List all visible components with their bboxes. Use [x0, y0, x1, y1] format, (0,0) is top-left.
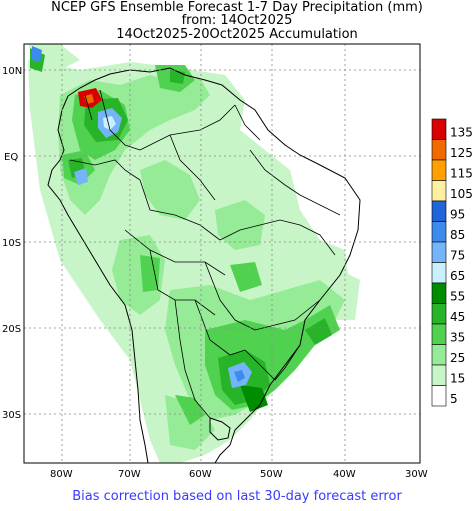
legend-label: 95	[450, 208, 465, 222]
legend-label: 75	[450, 249, 465, 263]
lat-label: 20S	[2, 324, 21, 335]
legend-swatch	[431, 200, 447, 222]
title-line-2: from: 14Oct2025	[181, 13, 293, 28]
precip-legend: 135 125 115 105 95 85 75 65 55 45 35 25 15 5	[431, 118, 473, 407]
legend-swatch	[431, 364, 447, 386]
map-plot-area	[24, 44, 420, 463]
country-borders	[69, 89, 341, 419]
legend-swatch	[431, 180, 447, 202]
legend-swatch	[431, 385, 447, 407]
legend-swatch	[431, 323, 447, 345]
legend-label: 115	[450, 167, 473, 181]
legend-swatch	[431, 303, 447, 325]
legend-label: 135	[450, 126, 473, 140]
lat-label: 10S	[2, 238, 21, 249]
lat-label: 10N	[2, 66, 22, 77]
legend-label: 105	[450, 187, 473, 201]
title-line-1: NCEP GFS Ensemble Forecast 1-7 Day Preci…	[51, 0, 423, 15]
lon-axis: 80W 70W 60W 50W 40W 30W	[50, 469, 428, 480]
legend-swatch	[431, 344, 447, 366]
legend-label: 25	[450, 351, 465, 365]
lon-label: 30W	[405, 469, 428, 480]
legend-swatch	[431, 139, 447, 161]
footer-note: Bias correction based on last 30-day for…	[72, 489, 402, 504]
lat-axis: 10N EQ 10S 20S 30S	[2, 66, 22, 421]
precip-high-areas	[32, 46, 252, 388]
legend-label: 125	[450, 146, 473, 160]
lat-label: EQ	[4, 152, 18, 163]
legend-label: 35	[450, 331, 465, 345]
legend-swatch	[431, 118, 447, 140]
legend-swatch	[431, 282, 447, 304]
legend-label: 85	[450, 228, 465, 242]
lon-label: 80W	[50, 469, 73, 480]
lon-label: 70W	[118, 469, 141, 480]
coastline	[47, 67, 361, 463]
legend-label: 45	[450, 310, 465, 324]
lat-label: 30S	[2, 410, 21, 421]
legend-swatch	[431, 241, 447, 263]
legend-swatch	[431, 262, 447, 284]
legend-swatch	[431, 159, 447, 181]
lon-label: 40W	[333, 469, 356, 480]
graticule	[24, 44, 420, 463]
legend-label: 55	[450, 290, 465, 304]
legend-label: 15	[450, 372, 465, 386]
title-line-3: 14Oct2025-20Oct2025 Accumulation	[116, 27, 358, 42]
legend-label: 65	[450, 269, 465, 283]
legend-swatch	[431, 221, 447, 243]
map-frame	[23, 43, 421, 464]
lon-label: 60W	[189, 469, 212, 480]
legend-label: 5	[450, 392, 458, 406]
lon-label: 50W	[260, 469, 283, 480]
